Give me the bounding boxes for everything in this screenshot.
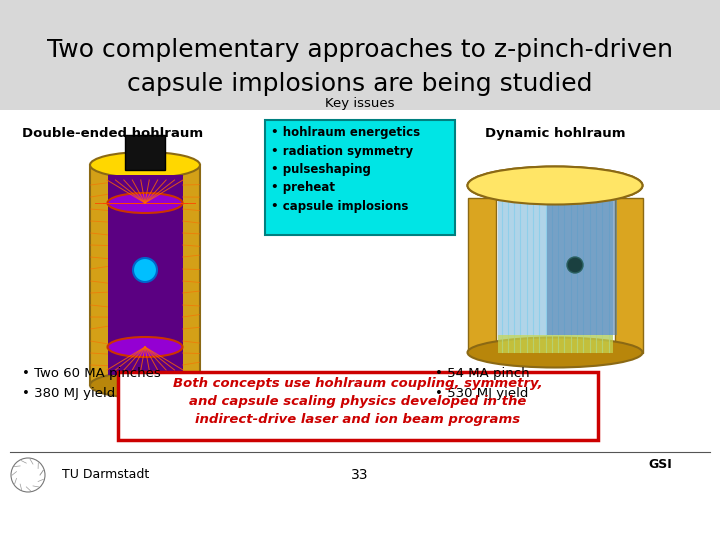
Bar [125,380,165,415]
Ellipse shape [133,258,157,282]
Ellipse shape [90,372,200,398]
Text: • hohlraum energetics
• radiation symmetry
• pulseshaping
• preheat
• capsule im: • hohlraum energetics • radiation symmet… [271,126,420,213]
Ellipse shape [467,166,642,205]
Ellipse shape [107,193,182,213]
Text: Double-ended hohlraum: Double-ended hohlraum [22,127,203,140]
Bar [0,110,720,540]
Ellipse shape [107,337,182,357]
Text: GSI: GSI [648,458,672,471]
Text: Dynamic hohlraum: Dynamic hohlraum [485,127,625,140]
Ellipse shape [567,257,583,273]
Text: Two complementary approaches to z-pinch-driven: Two complementary approaches to z-pinch-… [47,38,673,62]
Text: Both concepts use hohlraum coupling, symmetry,
and capsule scaling physics devel: Both concepts use hohlraum coupling, sym… [174,377,543,426]
Ellipse shape [467,166,642,205]
Bar [0,0,720,110]
Bar [467,198,495,353]
Bar [265,120,455,235]
Text: Key issues: Key issues [325,97,395,110]
Ellipse shape [467,338,642,368]
Text: 33: 33 [351,468,369,482]
Bar [125,135,165,170]
Text: TU Darmstadt: TU Darmstadt [62,469,149,482]
Ellipse shape [90,152,200,178]
Bar [614,198,642,353]
Bar [498,198,613,353]
Bar [547,198,616,334]
Bar [118,372,598,440]
Bar [498,334,613,353]
Bar [90,165,200,385]
Bar [107,175,182,375]
Text: • Two 60 MA pinches
• 380 MJ yield: • Two 60 MA pinches • 380 MJ yield [22,367,161,400]
Text: • 54 MA pinch
• 530 MJ yield: • 54 MA pinch • 530 MJ yield [435,367,530,400]
Text: capsule implosions are being studied: capsule implosions are being studied [127,72,593,96]
